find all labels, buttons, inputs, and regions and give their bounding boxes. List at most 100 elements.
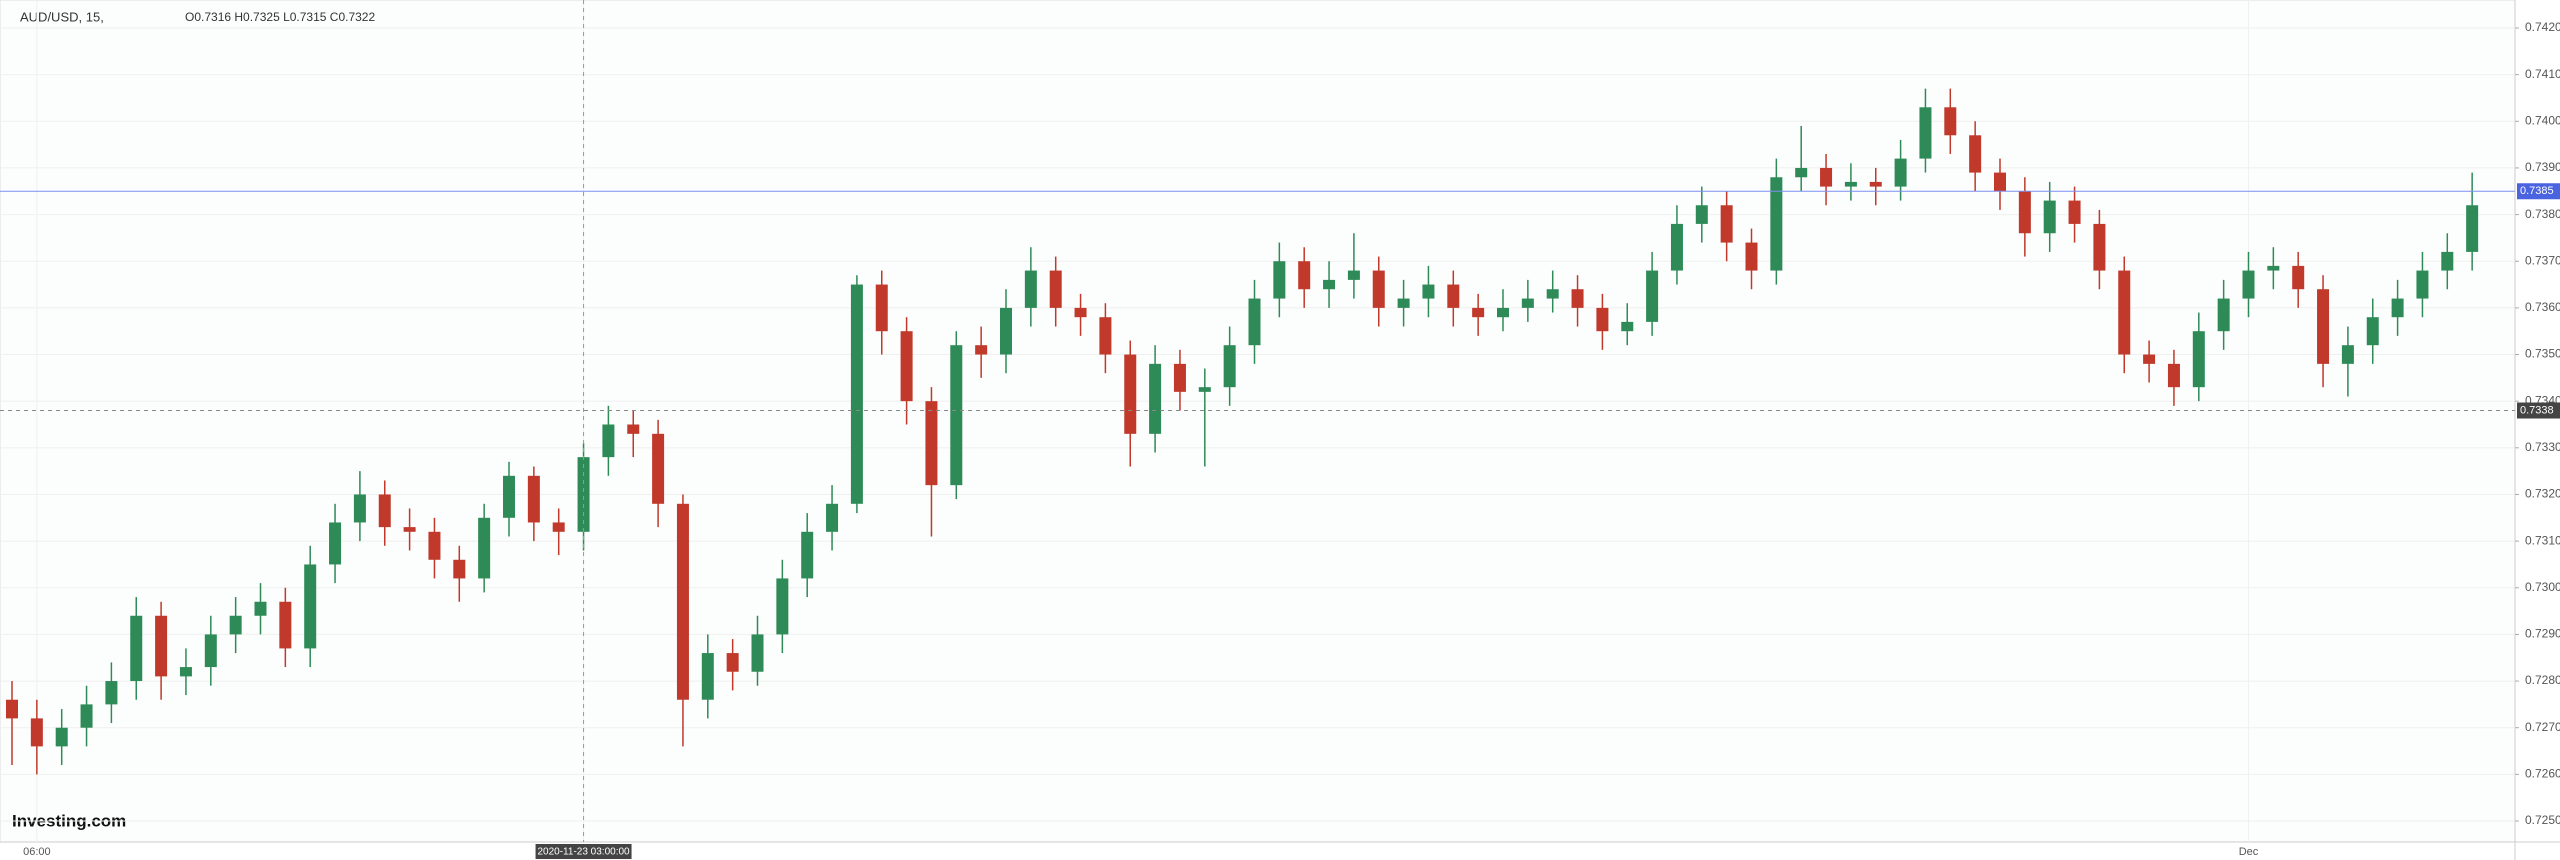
candle-body bbox=[2242, 270, 2255, 299]
candle-body bbox=[1472, 307, 1485, 318]
candle-body bbox=[2143, 354, 2156, 364]
y-tick-label: 0.7390 bbox=[2525, 160, 2560, 174]
candle-body bbox=[1099, 317, 1112, 355]
candle-body bbox=[2416, 270, 2429, 299]
candle-body bbox=[577, 457, 590, 532]
candle-body bbox=[1000, 307, 1012, 355]
y-tick-label: 0.7380 bbox=[2525, 207, 2560, 221]
candle-body bbox=[279, 601, 292, 649]
candle-body bbox=[503, 475, 515, 518]
candle-body bbox=[55, 727, 68, 747]
candle-body bbox=[1074, 307, 1087, 318]
candle-body bbox=[1919, 107, 1932, 159]
candle-body bbox=[1273, 261, 1286, 299]
y-tick-label: 0.7350 bbox=[2525, 347, 2560, 361]
candle-body bbox=[1447, 284, 1460, 308]
candle-body bbox=[1944, 107, 1957, 136]
y-tick-label: 0.7270 bbox=[2525, 720, 2560, 734]
y-tick-label: 0.7320 bbox=[2525, 487, 2560, 501]
candle-body bbox=[552, 522, 565, 532]
last-price-label: 0.7385 bbox=[2520, 185, 2554, 197]
candle-body bbox=[1422, 284, 1435, 299]
y-tick-label: 0.7260 bbox=[2525, 767, 2560, 781]
candle-body bbox=[2391, 298, 2404, 318]
candle-body bbox=[6, 699, 18, 719]
crosshair-label: 0.7338 bbox=[2520, 404, 2554, 416]
candle-body bbox=[701, 653, 714, 700]
candle-body bbox=[304, 564, 317, 649]
candle-body bbox=[1298, 261, 1311, 290]
candle-body bbox=[1844, 181, 1857, 187]
candle-body bbox=[850, 284, 863, 504]
candle-body bbox=[30, 718, 43, 747]
candle-body bbox=[676, 503, 689, 700]
candle-body bbox=[1497, 307, 1509, 318]
y-tick-label: 0.7280 bbox=[2525, 673, 2560, 687]
candle-body bbox=[1894, 158, 1907, 187]
candle-body bbox=[2043, 200, 2056, 234]
candle-body bbox=[1347, 270, 1360, 280]
candle-body bbox=[1323, 279, 1336, 290]
candle-body bbox=[1695, 205, 1708, 224]
candle-body bbox=[726, 653, 739, 672]
candle-body bbox=[1024, 270, 1037, 308]
x-tick-label: 2020-11-23 03:00:00 bbox=[537, 847, 630, 858]
y-tick-label: 0.7420 bbox=[2525, 20, 2560, 34]
candle-body bbox=[403, 527, 416, 532]
candle-body bbox=[1571, 289, 1584, 308]
plot-area bbox=[0, 0, 2516, 843]
candle-body bbox=[1546, 289, 1559, 299]
candle-body bbox=[602, 424, 615, 458]
y-tick-label: 0.7310 bbox=[2525, 533, 2560, 547]
candle-body bbox=[254, 601, 267, 616]
candle-body bbox=[329, 522, 342, 565]
last-price-bg bbox=[2517, 183, 2560, 200]
candle-body bbox=[2292, 265, 2305, 290]
candle-body bbox=[627, 424, 640, 434]
candle-body bbox=[900, 331, 913, 402]
y-tick-label: 0.7400 bbox=[2525, 113, 2560, 127]
candle-body bbox=[925, 401, 938, 486]
candle-body bbox=[1198, 387, 1211, 392]
candle-body bbox=[428, 531, 441, 560]
candle-body bbox=[1223, 345, 1236, 388]
candle-body bbox=[1670, 223, 1683, 271]
candle-body bbox=[2192, 331, 2205, 388]
candle-body bbox=[801, 531, 814, 579]
candle-body bbox=[875, 284, 888, 332]
x-label-bg bbox=[535, 844, 632, 859]
candle-body bbox=[105, 681, 118, 705]
y-tick-label: 0.7370 bbox=[2525, 253, 2560, 267]
candle-body bbox=[204, 634, 217, 668]
candle-body bbox=[130, 615, 143, 682]
candle-body bbox=[478, 517, 491, 579]
candle-body bbox=[950, 345, 963, 486]
y-tick-label: 0.7360 bbox=[2525, 300, 2560, 314]
candle-body bbox=[1173, 363, 1186, 392]
candle-body bbox=[776, 578, 789, 635]
candle-body bbox=[1770, 177, 1783, 271]
candle-body bbox=[1049, 270, 1062, 308]
candle-body bbox=[1124, 354, 1137, 434]
candle-body bbox=[2217, 298, 2230, 332]
candle-body bbox=[179, 667, 192, 677]
candle-body bbox=[1397, 298, 1410, 308]
candle-body bbox=[652, 433, 665, 504]
candle-body bbox=[826, 503, 839, 532]
candle-body bbox=[2018, 191, 2031, 234]
candle-body bbox=[2466, 205, 2479, 252]
candle-body bbox=[751, 634, 764, 672]
candle-body bbox=[1745, 242, 1758, 271]
candle-body bbox=[229, 615, 242, 635]
candle-body bbox=[1820, 167, 1833, 187]
candle-body bbox=[1869, 181, 1882, 187]
candle-body bbox=[2118, 270, 2131, 355]
y-tick-label: 0.7410 bbox=[2525, 67, 2560, 81]
candle-body bbox=[1720, 205, 1733, 243]
x-tick-label: Dec bbox=[2239, 846, 2259, 858]
candle-body bbox=[80, 704, 93, 728]
candle-body bbox=[1646, 270, 1659, 322]
candle-body bbox=[1621, 321, 1634, 332]
crosshair-label-bg bbox=[2517, 402, 2560, 419]
